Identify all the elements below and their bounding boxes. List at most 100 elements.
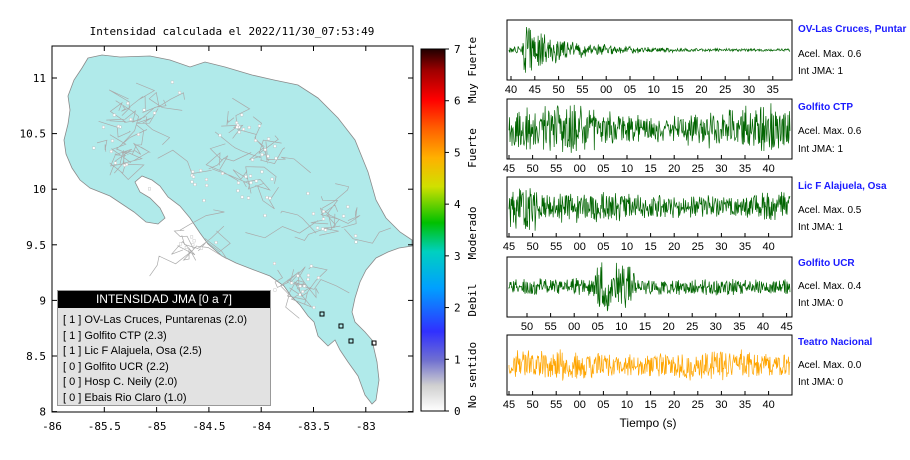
time-tick-label: 05 — [592, 321, 604, 333]
town-marker — [92, 146, 96, 150]
station-intensity: Int JMA: 1 — [798, 144, 844, 155]
station-accel: Acel. Max. 0.6 — [798, 126, 862, 137]
time-tick-label: 05 — [597, 241, 609, 253]
time-tick-label: 30 — [715, 241, 727, 253]
town-marker — [272, 262, 276, 265]
town-marker — [110, 139, 114, 143]
x-tick-label: -85.5 — [88, 420, 121, 433]
time-tick-label: 05 — [597, 163, 609, 175]
y-tick-label: 9 — [39, 294, 46, 307]
colorbar — [420, 48, 446, 412]
colorbar-label: Fuerte — [466, 128, 479, 168]
town-marker — [265, 196, 269, 199]
station-intensity: Int JMA: 1 — [798, 222, 844, 233]
time-tick-label: 25 — [692, 399, 704, 411]
town-marker — [192, 239, 196, 243]
town-marker — [123, 163, 127, 167]
colorbar-tick-label: 2 — [454, 302, 461, 315]
waveform-trace — [508, 349, 791, 381]
town-marker — [296, 274, 300, 278]
time-tick-label: 45 — [780, 321, 792, 333]
town-marker — [136, 133, 140, 136]
town-marker — [240, 195, 244, 199]
town-marker — [109, 150, 113, 153]
time-tick-label: 25 — [686, 321, 698, 333]
town-marker — [302, 284, 306, 288]
town-marker — [202, 199, 206, 202]
waveform-panels: 40 45 50 55 00 05 10 15 20 25 30 35 45 50 55 00 05 10 15 20… — [503, 19, 793, 411]
station-marker — [371, 340, 377, 346]
waveform-trace — [508, 26, 791, 73]
town-marker — [178, 91, 182, 95]
time-tick-label: 50 — [526, 399, 538, 411]
time-tick-label: 35 — [739, 163, 751, 175]
station-name: Lic F Alajuela, Osa — [798, 181, 887, 192]
legend-title: INTENSIDAD JMA [0 a 7] — [58, 291, 270, 308]
town-marker — [306, 277, 310, 281]
town-marker — [306, 191, 310, 195]
time-tick-label: 25 — [692, 241, 704, 253]
town-marker — [148, 187, 151, 191]
time-tick-label: 15 — [671, 84, 683, 96]
time-tick-label: 45 — [503, 399, 515, 411]
time-tick-label: 15 — [644, 241, 656, 253]
time-tick-label: 55 — [576, 84, 588, 96]
town-marker — [244, 175, 248, 179]
time-tick-label: 40 — [757, 321, 769, 333]
town-marker — [191, 170, 195, 174]
town-marker — [346, 205, 350, 209]
town-marker — [142, 108, 146, 112]
y-tick-label: 11 — [33, 72, 46, 85]
time-tick-label: 40 — [762, 399, 774, 411]
town-marker — [247, 196, 250, 200]
legend-row: [ 0 ] Hosp C. Neily (2.0) — [63, 376, 178, 388]
y-tick-label: 10 — [33, 183, 46, 196]
time-tick-label: 50 — [552, 84, 564, 96]
town-marker — [260, 170, 264, 174]
town-marker — [247, 126, 251, 129]
time-tick-label: 35 — [733, 321, 745, 333]
station-name: OV-Las Cruces, Puntar — [798, 24, 907, 35]
town-marker — [322, 217, 325, 221]
time-tick-label: 45 — [503, 241, 515, 253]
time-tick-label: 05 — [597, 399, 609, 411]
x-tick-label: -85 — [147, 420, 167, 433]
town-marker — [190, 235, 194, 239]
colorbar-label: Debil — [466, 283, 479, 316]
intensity-legend: INTENSIDAD JMA [0 a 7] [ 1 ] OV-Las Cruc… — [57, 290, 271, 406]
town-marker — [249, 181, 253, 185]
town-marker — [254, 179, 258, 183]
town-marker — [273, 288, 277, 292]
town-marker — [316, 226, 320, 230]
x-tick-label: -83.5 — [297, 420, 330, 433]
town-marker — [205, 183, 209, 187]
time-tick-label: 20 — [695, 84, 707, 96]
town-marker — [257, 124, 261, 128]
colorbar-tick-label: 1 — [454, 353, 461, 366]
town-marker — [193, 183, 197, 186]
map-title: Intensidad calculada el 2022/11/30_07:53… — [90, 25, 375, 38]
time-tick-label: 15 — [644, 399, 656, 411]
town-marker — [184, 246, 188, 249]
map-axis-ticks: -86 -85.5 -85 -84.5 -84 -83.5 -83 11 10.5 10 9.5 9 8… — [20, 46, 413, 433]
town-marker — [112, 113, 116, 117]
town-marker — [237, 130, 241, 134]
town-marker — [273, 144, 277, 148]
time-tick-label: 50 — [521, 321, 533, 333]
time-axis-label: Tiempo (s) — [620, 416, 677, 430]
town-marker — [312, 306, 316, 309]
time-tick-label: 20 — [668, 163, 680, 175]
colorbar-tick-label: 6 — [454, 95, 461, 108]
colorbar-tick-label: 4 — [454, 198, 461, 211]
time-tick-label: 20 — [662, 321, 674, 333]
town-marker — [240, 113, 244, 117]
colorbar-tick-label: 7 — [454, 43, 461, 56]
town-marker — [249, 174, 252, 178]
town-marker — [192, 175, 196, 179]
time-tick-label: 55 — [544, 321, 556, 333]
town-markers — [92, 80, 358, 309]
time-tick-label: 30 — [743, 84, 755, 96]
time-tick-label: 25 — [692, 163, 704, 175]
town-marker — [235, 125, 239, 129]
